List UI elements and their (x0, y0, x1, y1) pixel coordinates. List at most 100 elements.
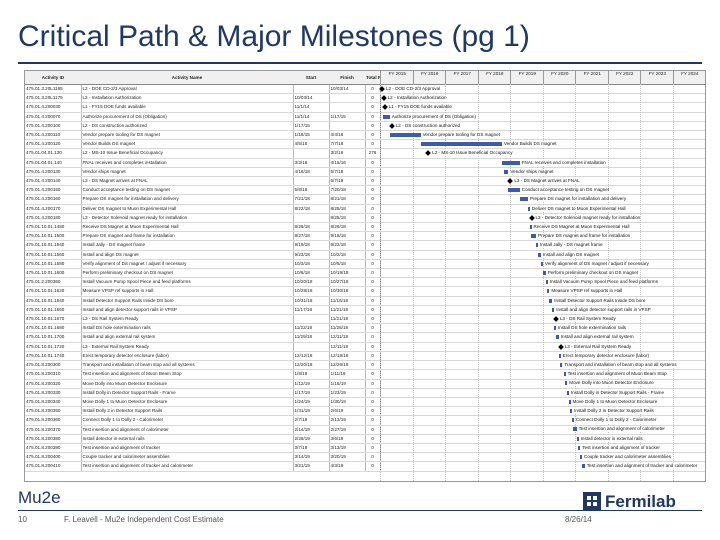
finish-date-cell: 2/27/19 (329, 425, 366, 435)
activity-bar (389, 133, 421, 137)
fiscal-year-header: FY 2018 (477, 71, 511, 85)
activity-id-cell: 475.01.8.200380 (25, 434, 82, 444)
activity-id-cell: 475.01.10.01.1540 (25, 240, 82, 251)
footer-date: 8/26/14 (565, 515, 592, 524)
milestone-marker (388, 122, 395, 129)
bar-label: Prepare DS magnet and frame for installa… (538, 233, 631, 240)
fiscal-year-header: FY 2017 (445, 71, 479, 85)
finish-date-cell: 12/11/18 (329, 332, 366, 343)
start-date-cell (293, 342, 330, 352)
column-header-start: Start (293, 71, 329, 85)
activity-bar (552, 307, 555, 312)
activity-bar (531, 234, 536, 239)
milestone-marker (425, 150, 431, 157)
activity-id-cell: 475.01.10.01.1660 (25, 305, 82, 316)
activity-id-cell: 475.01.3.20L1165 (25, 84, 82, 95)
finish-date-cell: 10/19/18 (329, 268, 366, 279)
total-float-cell: 0 (365, 443, 381, 454)
finish-date-cell: 10/03/14 (329, 84, 366, 95)
start-date-cell: 2/14/19 (293, 425, 330, 435)
activity-id-cell: 475.01.10.01.1680 (25, 323, 82, 334)
finish-date-cell: 8/21/18 (329, 194, 366, 205)
activity-bar (565, 381, 568, 386)
finish-date-cell: 10/30/18 (329, 286, 366, 297)
start-date-cell: 3/3/16 (293, 158, 330, 168)
bar-label: Erect temporary detector enclosure (labo… (562, 352, 650, 359)
activity-id-cell: 475.01.10.01.1480 (25, 222, 82, 233)
activity-name-cell: L2 - MS-10 Issue Beneficial Occupancy (81, 148, 294, 159)
start-date-cell: 4/5/16 (293, 139, 330, 150)
start-date-cell (293, 213, 330, 224)
start-date-cell: 12/12/18 (293, 351, 330, 362)
activity-id-cell: 475.01.4.200070 (25, 112, 82, 122)
activity-name-cell: Install detector in external rails (81, 434, 294, 444)
activity-name-cell: Erect temporary detector enclosure (labo… (81, 351, 294, 362)
total-float-cell: 0 (365, 185, 381, 196)
activity-bar (537, 252, 541, 257)
bar-label: Vendor ships magnet (510, 168, 554, 175)
footer-rule (18, 510, 702, 511)
activity-name-cell: Prepare DS magnet and frame for installa… (81, 231, 294, 242)
bar-label: Install and align detector support rails… (556, 306, 651, 313)
start-date-cell: 12/20/18 (293, 360, 330, 371)
total-float-cell: 0 (365, 167, 381, 178)
bar-label: Verify alignment of DS magnet / adjust i… (544, 260, 649, 267)
title-rule (18, 62, 702, 64)
total-float-cell: 0 (365, 176, 381, 187)
finish-date-cell: 11/21/18 (329, 314, 366, 325)
activity-id-cell: 475.01.10.01.1720 (25, 342, 82, 352)
activity-name-cell: Vendor Builds DS magnet (81, 139, 294, 150)
finish-date-cell: 12/19/18 (329, 351, 366, 362)
total-float-cell: 0 (365, 323, 381, 334)
finish-date-cell: 4/3/19 (329, 461, 366, 472)
activity-id-cell: 475.01.4.200130 (25, 167, 82, 178)
bar-label: Vendor prepare tooling for DS magnet (422, 132, 501, 138)
activity-id-cell: 475.01.04.01.140 (25, 158, 82, 168)
activity-id-cell: 475.01.10.01.1500 (25, 231, 82, 242)
total-float-cell: 0 (365, 259, 381, 270)
total-float-cell: 0 (365, 277, 381, 288)
total-float-cell: 0 (365, 369, 381, 380)
finish-date-cell: 3/13/19 (329, 443, 366, 454)
activity-name-cell: Deliver DS magnet to Muon Experimental H… (81, 204, 294, 214)
finish-date-cell: 4/4/16 (329, 130, 366, 141)
activity-name-cell: Install Detector Support Rails Inside DS… (81, 296, 294, 306)
page-title: Critical Path & Major Milestones (pg 1) (18, 20, 530, 53)
milestone-marker (507, 178, 514, 184)
finish-date-cell: 8/26/18 (329, 222, 366, 233)
start-date-cell: 3/14/19 (293, 452, 330, 463)
total-float-cell: 0 (365, 360, 381, 371)
bar-label: Receive DS Magnet at Muon Experimental H… (533, 224, 630, 230)
finish-date-cell: 1/17/15 (329, 112, 366, 122)
total-float-cell: 0 (365, 84, 381, 95)
activity-name-cell: Install and align external rail system (81, 332, 294, 343)
total-float-cell: 0 (365, 296, 381, 306)
activity-bar (503, 169, 509, 174)
mu2e-logo: Mu2e (18, 488, 61, 507)
total-float-cell: 0 (365, 286, 381, 297)
total-float-cell: 0 (365, 213, 381, 224)
start-date-cell: 8/22/18 (293, 204, 330, 214)
finish-date-cell: 8/25/18 (329, 204, 366, 214)
start-date-cell: 1/31/19 (293, 406, 330, 417)
total-float-cell: 0 (365, 305, 381, 316)
bar-label: Test insertion and alignment of tracker (582, 444, 660, 451)
start-date-cell: 9/19/18 (293, 240, 330, 251)
bar-label: Prepare DS magnet for installation and d… (529, 196, 627, 203)
finish-date-cell: 11/28/18 (329, 323, 366, 334)
bar-label: L3 - DS Rail System Ready (559, 316, 616, 322)
activity-bar (545, 280, 548, 285)
activity-name-cell: Install Jally - DS magnet frame (81, 240, 294, 251)
activity-id-cell: 475.01.8.200390 (25, 443, 82, 454)
start-date-cell: 3/21/19 (293, 461, 330, 472)
bar-label: Install Vacuum Pump Spool Piece and feed… (549, 279, 658, 286)
finish-date-cell: 3/6/19 (329, 434, 366, 444)
total-float-cell: 0 (365, 314, 381, 325)
start-date-cell: 10/6/18 (293, 268, 330, 279)
bar-label: L3 - Detector Solenoid magnet ready for … (535, 214, 641, 221)
activity-id-cell: 475.01.4.200120 (25, 139, 82, 150)
total-float-cell: 0 (365, 139, 381, 150)
activity-bar (570, 409, 573, 413)
fiscal-year-header: FY 2019 (510, 71, 544, 85)
activity-name-cell: L2 - Installation Authorization (81, 93, 294, 104)
